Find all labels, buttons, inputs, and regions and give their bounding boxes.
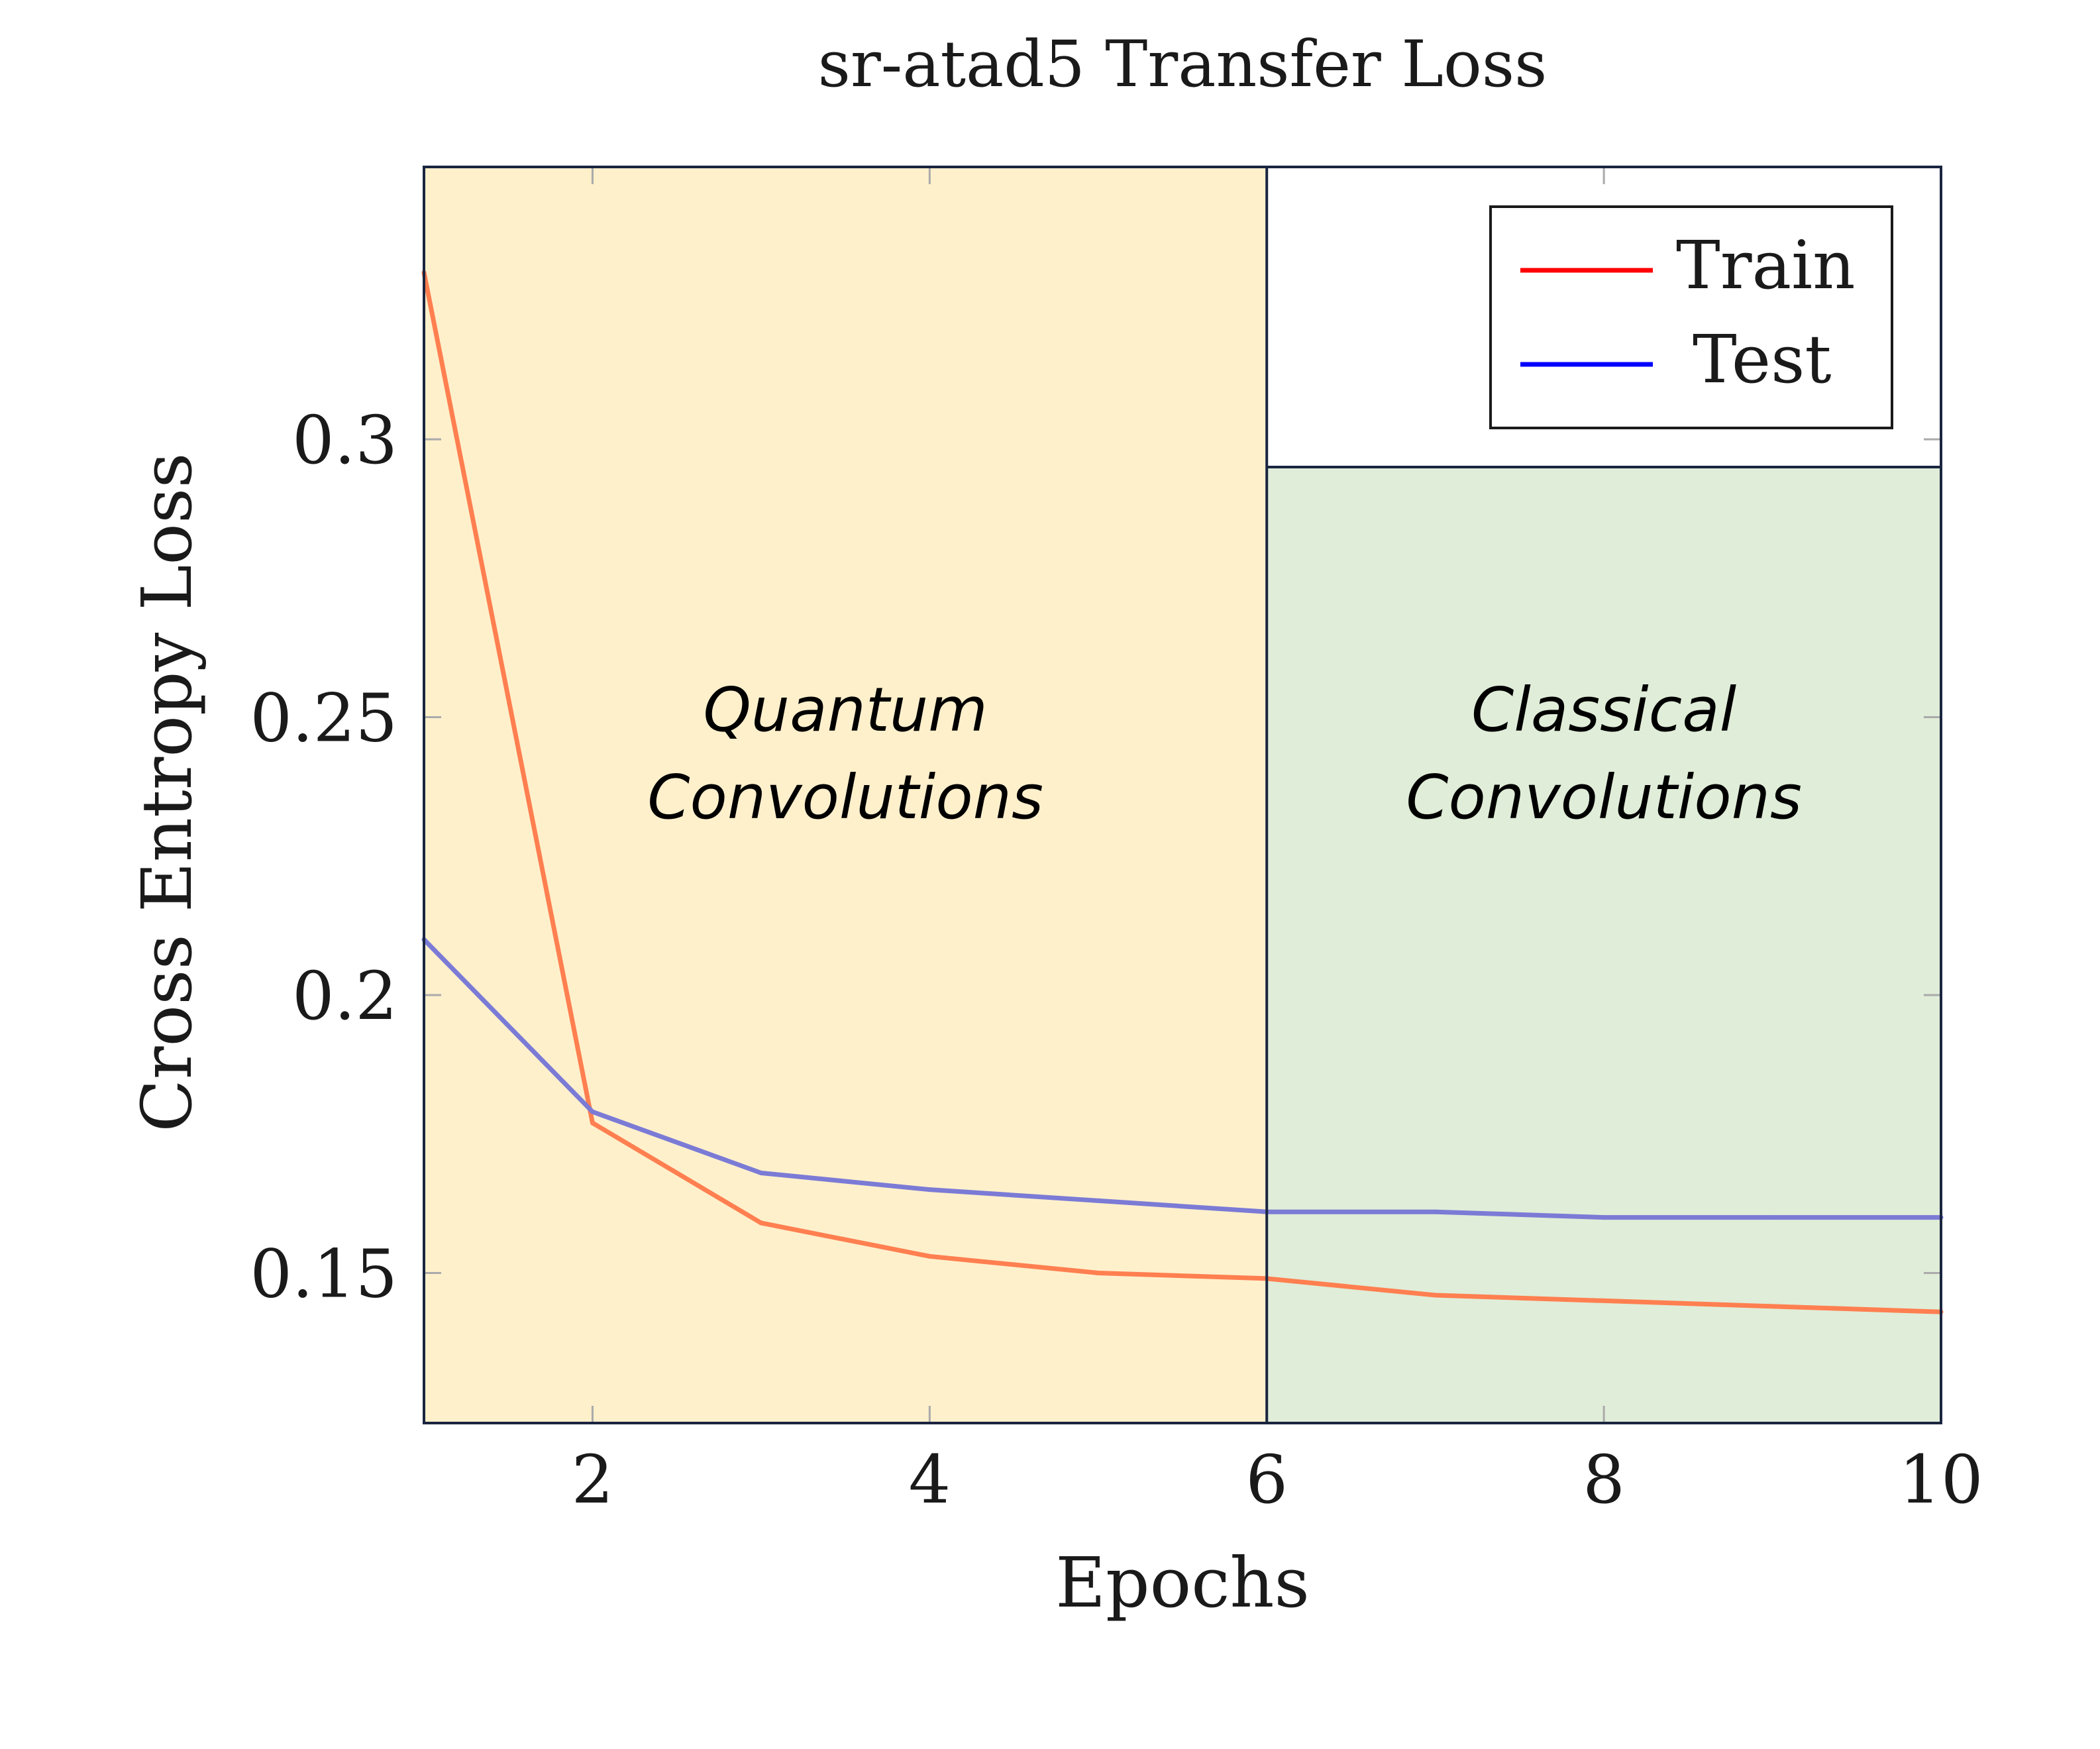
chart-title: sr-atad5 Transfer Loss xyxy=(818,27,1548,101)
data-point-test xyxy=(1096,1198,1101,1203)
data-point-test xyxy=(1770,1215,1775,1220)
region-1-fill xyxy=(1267,467,1941,1423)
data-point-train xyxy=(590,1120,595,1126)
plot-frame xyxy=(423,166,1942,1424)
series-lines-layer xyxy=(421,270,1944,1314)
series-line-train xyxy=(421,272,1942,1314)
data-point-train xyxy=(759,1220,764,1226)
x-tick-label: 4 xyxy=(909,1441,951,1518)
region-shading-layer xyxy=(424,167,1941,1423)
data-point-train xyxy=(1096,1270,1101,1275)
quantum-region-label-line1: Quantum xyxy=(703,674,987,745)
data-point-test xyxy=(759,1170,764,1175)
y-tick-label: 0.25 xyxy=(250,680,397,757)
y-tick-label: 0.2 xyxy=(292,957,397,1035)
legend-box xyxy=(1489,205,1893,429)
classical-region-label-line1: Classical xyxy=(1471,674,1737,745)
quantum-region-label-line2: Convolutions xyxy=(647,762,1043,833)
x-tick-label: 2 xyxy=(572,1441,614,1518)
legend: Train Test xyxy=(1489,205,1893,429)
x-axis-label: Epochs xyxy=(1055,1542,1310,1623)
y-tick-label: 0.3 xyxy=(292,401,397,479)
y-axis-label: Cross Entropy Loss xyxy=(127,452,207,1132)
classical-region-label-line2: Convolutions xyxy=(1406,762,1802,833)
y-tick-labels: 0.15 0.2 0.25 0.3 xyxy=(250,401,397,1312)
data-point-test xyxy=(590,1109,595,1114)
x-tick-label: 10 xyxy=(1899,1441,1983,1518)
data-point-test xyxy=(1601,1215,1606,1220)
x-tick-label: 8 xyxy=(1583,1441,1625,1518)
data-point-test xyxy=(1433,1209,1438,1214)
x-tick-label: 6 xyxy=(1245,1441,1288,1518)
series-line-test xyxy=(422,937,1941,1220)
region-0-fill xyxy=(424,167,1267,1423)
data-point-train xyxy=(1601,1298,1606,1303)
legend-label-test: Test xyxy=(1693,321,1832,398)
y-tick-label: 0.15 xyxy=(250,1235,397,1312)
data-point-train xyxy=(1433,1293,1438,1298)
x-tick-labels: 2 4 6 8 10 xyxy=(572,1441,1983,1518)
legend-label-train: Train xyxy=(1676,227,1856,304)
data-point-train xyxy=(927,1253,932,1259)
data-point-test xyxy=(927,1187,932,1192)
data-point-train xyxy=(1770,1304,1775,1309)
